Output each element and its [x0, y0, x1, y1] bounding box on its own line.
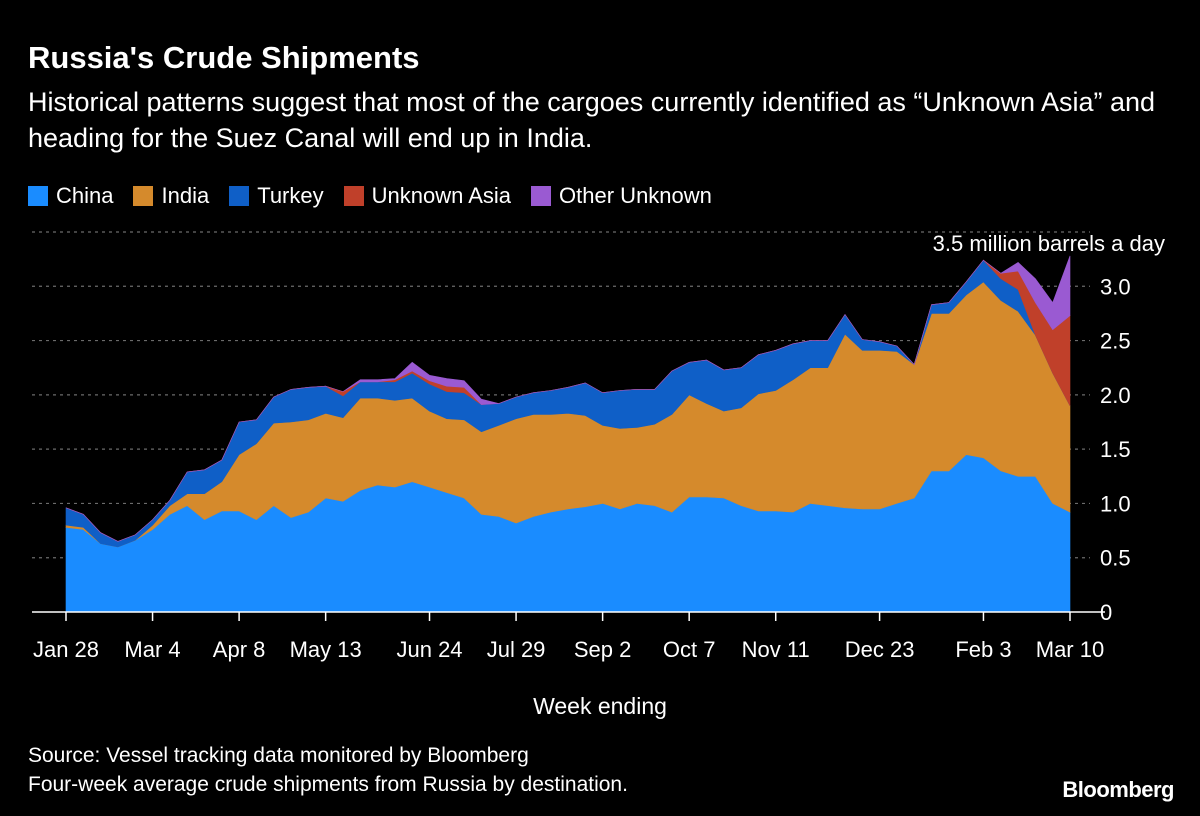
y-tick-label: 0.5 — [1100, 546, 1131, 571]
source-text: Source: Vessel tracking data monitored b… — [28, 744, 529, 767]
legend-label-india: India — [161, 183, 210, 208]
x-tick-label: Feb 3 — [955, 637, 1011, 662]
legend-label-china: China — [56, 183, 114, 208]
y-tick-label: 1.0 — [1100, 491, 1131, 516]
chart-title: Russia's Crude Shipments — [28, 40, 420, 75]
y-axis-unit-label: 3.5 million barrels a day — [933, 231, 1165, 256]
x-axis-title: Week ending — [533, 693, 667, 719]
x-tick-label: Mar 10 — [1036, 637, 1104, 662]
x-tick-label: Mar 4 — [124, 637, 180, 662]
legend-item-turkey: Turkey — [229, 183, 324, 209]
legend-label-unknown-asia: Unknown Asia — [371, 183, 512, 208]
y-tick-label: 2.5 — [1100, 329, 1131, 354]
legend-label-other-unknown: Other Unknown — [559, 183, 712, 208]
bloomberg-logo: Bloomberg — [1062, 777, 1174, 802]
x-tick-label: May 13 — [290, 637, 362, 662]
x-tick-label: Apr 8 — [213, 637, 266, 662]
chart-note: Four-week average crude shipments from R… — [28, 773, 628, 796]
legend-item-china: China — [28, 183, 113, 209]
legend-item-india: India — [133, 183, 209, 209]
legend-item-other-unknown: Other Unknown — [531, 183, 712, 209]
legend-swatch-china — [28, 186, 48, 206]
legend-label-turkey: Turkey — [257, 183, 324, 208]
area-layer — [65, 255, 1071, 613]
x-tick-label: Nov 11 — [742, 637, 810, 662]
area-other-unknown — [65, 255, 1071, 542]
source-block: Source: Vessel tracking data monitored b… — [28, 741, 628, 799]
y-tick-label: 2.0 — [1100, 383, 1131, 408]
stacked-area-chart: Jan 28 Mar 4 Apr 8 May 13 Jun 24 Jul 29 Sep 2 O… — [32, 231, 1165, 662]
chart-subtitle: Historical patterns suggest that most of… — [28, 87, 1156, 153]
x-tick-label: Jul 29 — [487, 637, 546, 662]
x-tick-label: Jun 24 — [396, 637, 462, 662]
y-tick-label: 0 — [1100, 600, 1112, 625]
x-tick-label: Oct 7 — [663, 637, 716, 662]
legend-swatch-unknown-asia — [343, 186, 364, 206]
y-tick-label: 1.5 — [1100, 437, 1131, 462]
x-tick-label: Sep 2 — [574, 637, 632, 662]
legend-swatch-turkey — [229, 186, 250, 206]
legend-item-unknown-asia: Unknown Asia — [343, 183, 512, 209]
axis-layer: Jan 28 Mar 4 Apr 8 May 13 Jun 24 Jul 29 Sep 2 O… — [32, 231, 1165, 662]
x-tick-label: Dec 23 — [845, 637, 915, 662]
x-tick-label: Jan 28 — [33, 637, 99, 662]
y-tick-label: 3.0 — [1100, 274, 1131, 299]
legend-swatch-india — [133, 186, 154, 206]
legend-swatch-other-unknown — [531, 186, 552, 206]
legend: China India Turkey Unknown Asia Other Un… — [28, 183, 712, 209]
